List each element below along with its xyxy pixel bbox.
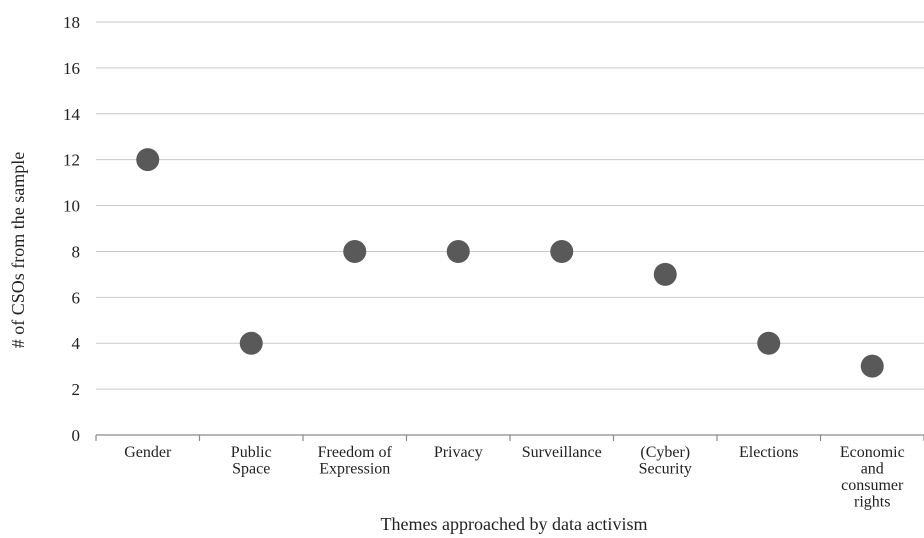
- y-tick-label: 14: [63, 105, 81, 124]
- x-category-label-line: Privacy: [434, 444, 483, 461]
- x-category-label-line: Expression: [319, 461, 390, 478]
- x-category-label-line: Public: [231, 444, 272, 461]
- y-tick-label: 4: [72, 334, 81, 353]
- x-category-label-line: Elections: [739, 444, 799, 461]
- y-axis-ticks: 0 2 4 6 8 10 12 14 16 18: [63, 13, 81, 445]
- data-point: [239, 331, 263, 355]
- x-category-label: Elections: [739, 444, 799, 461]
- x-category-label-line: rights: [854, 494, 890, 511]
- data-point: [446, 239, 470, 263]
- x-category-label-line: and: [861, 461, 884, 478]
- data-point: [550, 239, 574, 263]
- y-tick-label: 10: [63, 197, 80, 216]
- x-category-label-line: Security: [639, 461, 692, 478]
- y-tick-label: 2: [72, 380, 81, 399]
- y-tick-label: 12: [63, 151, 80, 170]
- x-category-label: (Cyber) Security: [639, 444, 692, 478]
- x-category-label-line: consumer: [841, 477, 904, 494]
- y-tick-label: 0: [72, 426, 81, 445]
- x-category-label-line: Gender: [124, 444, 172, 461]
- y-tick-label: 16: [63, 59, 80, 78]
- x-category-label-line: Space: [232, 461, 270, 478]
- x-category-label-line: (Cyber): [640, 444, 690, 461]
- x-category-label: Public Space: [231, 444, 272, 478]
- x-category-label: Freedom of Expression: [318, 444, 393, 478]
- y-axis-title: # of CSOs from the sample: [8, 152, 28, 348]
- x-axis-title: Themes approached by data activism: [381, 514, 648, 534]
- grid: [96, 21, 924, 390]
- x-axis: Gender Public Space Freedom of Expression Pri…: [95, 434, 924, 511]
- x-category-label: Gender: [124, 444, 172, 461]
- x-category-label-line: Surveillance: [522, 444, 602, 461]
- x-category-label-line: Economic: [840, 444, 905, 461]
- data-points: [136, 148, 884, 378]
- data-point: [653, 262, 677, 286]
- x-category-label-line: Freedom of: [318, 444, 393, 461]
- x-category-label: Surveillance: [522, 444, 602, 461]
- y-tick-label: 8: [72, 242, 81, 261]
- data-point: [136, 148, 160, 172]
- y-tick-label: 6: [72, 288, 81, 307]
- data-point: [757, 331, 781, 355]
- y-tick-label: 18: [63, 13, 80, 32]
- data-point: [860, 354, 884, 378]
- data-point: [343, 239, 367, 263]
- x-category-label: Economic and consumer rights: [840, 444, 905, 511]
- x-category-label: Privacy: [434, 444, 483, 461]
